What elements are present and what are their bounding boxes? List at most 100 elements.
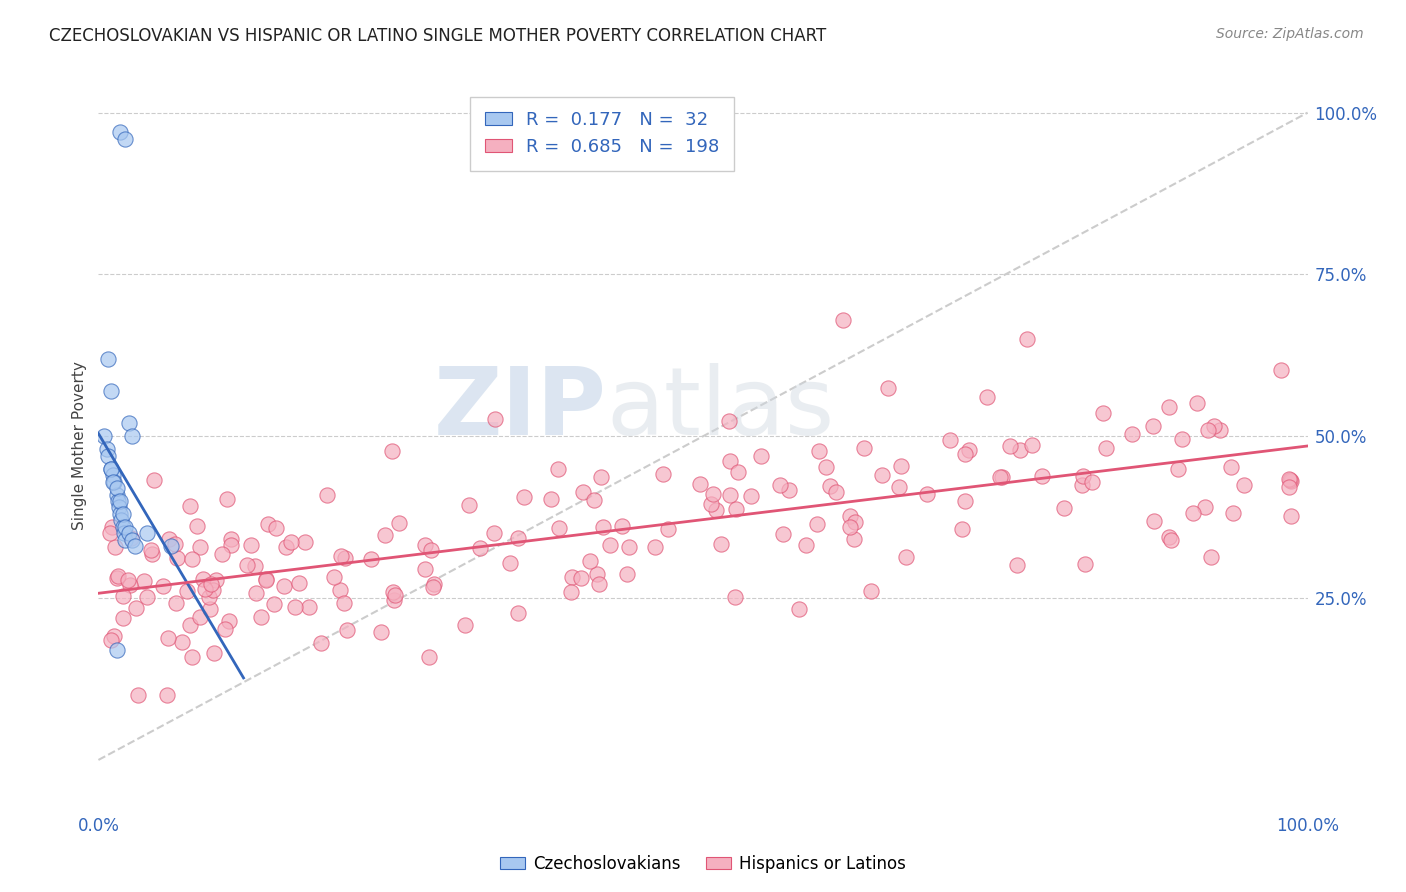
- Legend: Czechoslovakians, Hispanics or Latinos: Czechoslovakians, Hispanics or Latinos: [494, 848, 912, 880]
- Point: [165, 596, 187, 610]
- Point: [1279, 509, 1302, 524]
- Point: [915, 487, 938, 501]
- Point: [988, 470, 1011, 484]
- Point: [998, 439, 1021, 453]
- Point: [160, 539, 183, 553]
- Point: [221, 532, 243, 546]
- Point: [860, 584, 883, 599]
- Point: [499, 556, 522, 570]
- Point: [796, 538, 818, 552]
- Point: [1222, 506, 1244, 520]
- Point: [284, 599, 307, 614]
- Point: [1074, 558, 1097, 572]
- Text: ZIP: ZIP: [433, 363, 606, 456]
- Point: [103, 475, 125, 489]
- Point: [101, 468, 124, 483]
- Point: [156, 631, 179, 645]
- Point: [194, 582, 217, 596]
- Point: [205, 574, 228, 588]
- Point: [111, 611, 134, 625]
- Point: [103, 629, 125, 643]
- Point: [894, 550, 917, 565]
- Point: [508, 606, 530, 620]
- Point: [124, 539, 146, 553]
- Point: [616, 566, 638, 581]
- Point: [1157, 530, 1180, 544]
- Point: [329, 549, 352, 563]
- Point: [114, 520, 136, 534]
- Point: [725, 501, 748, 516]
- Point: [381, 585, 404, 599]
- Point: [1194, 500, 1216, 514]
- Point: [112, 589, 135, 603]
- Point: [807, 444, 830, 458]
- Point: [382, 593, 405, 607]
- Point: [104, 541, 127, 555]
- Point: [852, 441, 875, 455]
- Point: [717, 414, 740, 428]
- Point: [569, 571, 592, 585]
- Point: [418, 649, 440, 664]
- Point: [172, 635, 194, 649]
- Point: [105, 643, 128, 657]
- Point: [143, 473, 166, 487]
- Point: [110, 513, 132, 527]
- Point: [388, 516, 411, 530]
- Point: [156, 688, 179, 702]
- Point: [1220, 460, 1243, 475]
- Point: [540, 492, 562, 507]
- Point: [294, 535, 316, 549]
- Point: [188, 540, 211, 554]
- Point: [953, 494, 976, 508]
- Point: [420, 543, 443, 558]
- Point: [121, 429, 143, 443]
- Point: [107, 494, 129, 508]
- Point: [186, 518, 208, 533]
- Point: [718, 488, 741, 502]
- Point: [1052, 501, 1074, 516]
- Point: [108, 494, 131, 508]
- Point: [254, 573, 277, 587]
- Legend: R =  0.177   N =  32, R =  0.685   N =  198: R = 0.177 N = 32, R = 0.685 N = 198: [470, 96, 734, 170]
- Point: [1143, 514, 1166, 528]
- Point: [1233, 478, 1256, 492]
- Point: [120, 531, 142, 545]
- Point: [214, 623, 236, 637]
- Point: [718, 454, 741, 468]
- Point: [250, 610, 273, 624]
- Point: [100, 633, 122, 648]
- Point: [579, 554, 602, 568]
- Point: [211, 547, 233, 561]
- Point: [1197, 423, 1219, 437]
- Point: [610, 519, 633, 533]
- Point: [374, 527, 396, 541]
- Point: [135, 590, 157, 604]
- Point: [135, 526, 157, 541]
- Point: [240, 538, 263, 552]
- Point: [108, 125, 131, 139]
- Point: [132, 574, 155, 588]
- Point: [832, 312, 855, 326]
- Point: [1021, 438, 1043, 452]
- Point: [264, 521, 287, 535]
- Point: [749, 449, 772, 463]
- Point: [1071, 469, 1094, 483]
- Point: [1167, 461, 1189, 475]
- Point: [141, 547, 163, 561]
- Point: [245, 586, 267, 600]
- Point: [870, 467, 893, 482]
- Point: [100, 461, 122, 475]
- Point: [125, 600, 148, 615]
- Point: [950, 522, 973, 536]
- Point: [844, 532, 866, 546]
- Point: [370, 624, 392, 639]
- Point: [700, 497, 723, 511]
- Point: [163, 537, 186, 551]
- Point: [166, 551, 188, 566]
- Point: [508, 531, 530, 545]
- Point: [772, 527, 794, 541]
- Point: [139, 543, 162, 558]
- Point: [513, 490, 536, 504]
- Point: [422, 580, 444, 594]
- Point: [588, 576, 610, 591]
